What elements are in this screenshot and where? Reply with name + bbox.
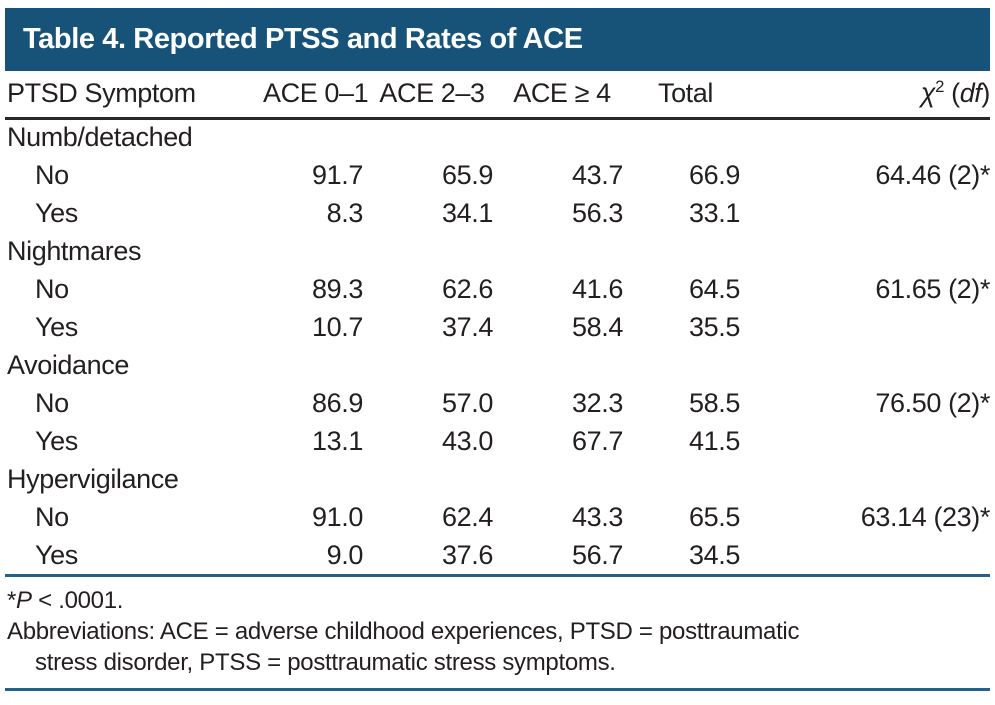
row-label: No [35,273,69,304]
cell-chi-square [744,422,990,460]
cell-ace-0-1: 91.7 [312,159,363,190]
table-row: No 91.7 65.9 43.7 66.9 64.46 (2)* [5,156,990,194]
cell-ace-2-3: 37.4 [442,311,493,342]
col-header-ace-2-3: ACE 2–3 [379,78,485,109]
col-header-ptsd-symptom: PTSD Symptom [7,78,196,109]
cell-ace-ge-4: 43.3 [572,501,623,532]
col-header-chi-square-df: χ2 (df) [744,71,991,118]
p-value-symbol: P [16,587,32,614]
group-label: Nightmares [7,235,142,266]
table-row: Yes 8.3 34.1 56.3 33.1 [5,194,990,232]
bottom-border-rule [5,688,990,691]
row-label: Yes [35,197,78,228]
chi-close-paren: ) [981,78,990,109]
col-header-total: Total [657,78,714,109]
significance-footnote: *P < .0001. [7,585,990,616]
cell-ace-2-3: 57.0 [442,387,493,418]
chi-symbol: χ [920,78,936,109]
table-title: Table 4. Reported PTSS and Rates of ACE [23,23,583,55]
row-label: No [35,159,69,190]
cell-ace-2-3: 65.9 [442,159,493,190]
row-label: No [35,501,69,532]
cell-ace-ge-4: 32.3 [572,387,623,418]
cell-ace-0-1: 8.3 [326,197,364,228]
divider-above-footnotes [5,574,990,577]
cell-ace-ge-4: 58.4 [572,311,623,342]
cell-chi-square: 76.50 (2)* [875,387,990,418]
table-footnotes: *P < .0001. Abbreviations: ACE = adverse… [5,577,990,688]
cell-ace-0-1: 86.9 [312,387,363,418]
chi-exponent: 2 [935,77,944,97]
cell-ace-0-1: 10.7 [312,311,363,342]
cell-ace-0-1: 9.0 [326,539,364,570]
asterisk: * [7,587,17,614]
table-row: Yes 9.0 37.6 56.7 34.5 [5,536,990,574]
cell-total: 33.1 [689,197,740,228]
abbreviations-footnote-line2: stress disorder, PTSS = posttraumatic st… [35,649,616,676]
table-row: No 86.9 57.0 32.3 58.5 76.50 (2)* [5,384,990,422]
abbreviations-footnote-line1: Abbreviations: ACE = adverse childhood e… [7,618,800,645]
cell-ace-0-1: 91.0 [312,501,363,532]
group-row-hypervigilance: Hypervigilance [5,460,990,498]
group-label: Avoidance [7,349,130,380]
group-row-avoidance: Avoidance [5,346,990,384]
cell-total: 66.9 [689,159,740,190]
cell-total: 35.5 [689,311,740,342]
cell-chi-square: 64.46 (2)* [875,159,990,190]
group-label: Hypervigilance [7,463,179,494]
table-title-bar: Table 4. Reported PTSS and Rates of ACE [5,8,990,71]
cell-total: 58.5 [689,387,740,418]
cell-chi-square: 63.14 (23)* [860,501,991,532]
chi-df-label: df [959,78,982,109]
cell-ace-2-3: 34.1 [442,197,493,228]
table-row: No 91.0 62.4 43.3 65.5 63.14 (23)* [5,498,990,536]
cell-ace-ge-4: 67.7 [572,425,623,456]
cell-ace-ge-4: 41.6 [572,273,623,304]
row-label: Yes [35,539,78,570]
table-row: Yes 13.1 43.0 67.7 41.5 [5,422,990,460]
cell-chi-square [744,536,990,574]
cell-total: 34.5 [689,539,740,570]
cell-chi-square [744,194,990,232]
p-value-threshold: < .0001. [31,587,124,614]
group-label: Numb/detached [7,122,193,153]
cell-ace-ge-4: 43.7 [572,159,623,190]
data-table: PTSD Symptom ACE 0–1 ACE 2–3 ACE ≥ 4 Tot… [5,71,990,574]
col-header-ace-ge-4: ACE ≥ 4 [513,78,611,109]
cell-chi-square: 61.65 (2)* [875,273,990,304]
cell-ace-2-3: 37.6 [442,539,493,570]
group-row-numb-detached: Numb/detached [5,118,990,156]
cell-ace-2-3: 62.4 [442,501,493,532]
cell-ace-0-1: 89.3 [312,273,363,304]
chi-open-paren: ( [943,78,960,109]
row-label: Yes [35,425,78,456]
group-row-nightmares: Nightmares [5,232,990,270]
table-row: Yes 10.7 37.4 58.4 35.5 [5,308,990,346]
table-row: No 89.3 62.6 41.6 64.5 61.65 (2)* [5,270,990,308]
header-row: PTSD Symptom ACE 0–1 ACE 2–3 ACE ≥ 4 Tot… [5,71,990,118]
cell-ace-2-3: 62.6 [442,273,493,304]
cell-total: 65.5 [689,501,740,532]
cell-total: 64.5 [689,273,740,304]
row-label: Yes [35,311,78,342]
cell-ace-2-3: 43.0 [442,425,493,456]
cell-total: 41.5 [689,425,740,456]
cell-ace-ge-4: 56.3 [572,197,623,228]
row-label: No [35,387,69,418]
cell-ace-0-1: 13.1 [312,425,363,456]
col-header-ace-0-1: ACE 0–1 [263,78,369,109]
cell-ace-ge-4: 56.7 [572,539,623,570]
cell-chi-square [744,308,990,346]
